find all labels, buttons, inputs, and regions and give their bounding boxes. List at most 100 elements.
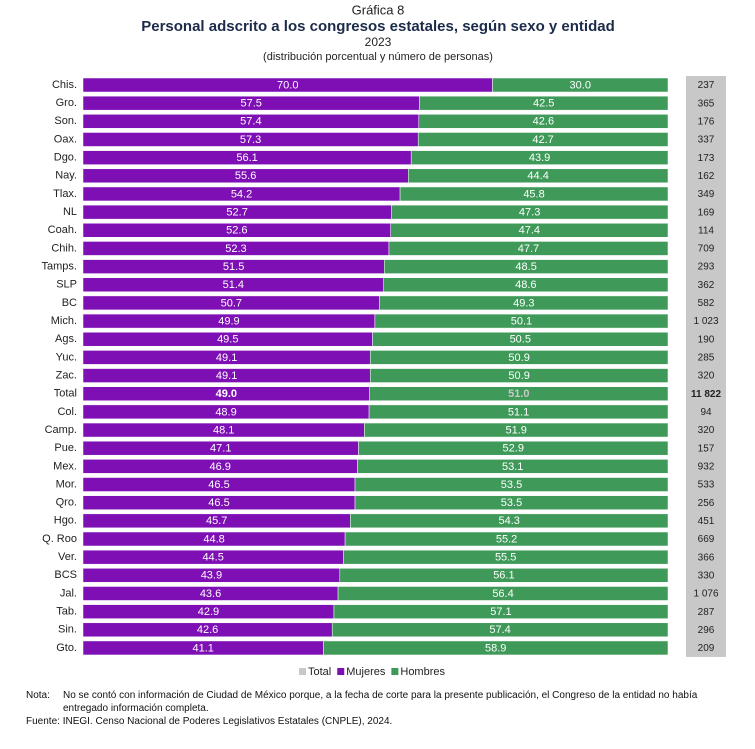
bar-segment (418, 114, 669, 129)
y-tick-label: Yuc. (56, 351, 77, 363)
total-label: 287 (698, 607, 715, 618)
total-label: 157 (698, 443, 715, 454)
total-label: 162 (698, 171, 715, 182)
chart-year: 2023 (365, 35, 392, 49)
total-label: 330 (698, 570, 715, 581)
value-label: 57.3 (240, 134, 261, 146)
value-label: 43.9 (529, 152, 550, 164)
value-label: 48.5 (515, 261, 536, 273)
value-label: 47.1 (210, 443, 231, 455)
value-label: 53.5 (501, 479, 522, 491)
value-label: 58.9 (485, 642, 506, 654)
bar-segment (372, 331, 669, 347)
total-label: 582 (698, 298, 715, 309)
y-tick-label: Ags. (55, 333, 77, 345)
y-tick-label: NL (63, 206, 77, 218)
total-label: 11 822 (691, 389, 721, 400)
bar-segment (379, 295, 669, 311)
y-tick-label: Nay. (55, 170, 77, 182)
value-label: 50.5 (510, 334, 531, 346)
value-label: 30.0 (570, 79, 591, 91)
value-label: 43.9 (201, 570, 222, 582)
total-column (686, 76, 726, 657)
y-tick-label: Gro. (56, 97, 77, 109)
bar-segment (408, 168, 669, 184)
bar-segment (344, 531, 669, 547)
value-label: 56.1 (493, 570, 514, 582)
value-label: 46.5 (208, 497, 229, 509)
y-tick-label: BC (62, 297, 77, 309)
bar-segment (339, 568, 669, 583)
y-tick-label: Q. Roo (42, 533, 77, 545)
y-tick-label: Zac. (56, 369, 77, 381)
total-label: 709 (698, 244, 715, 255)
value-label: 57.4 (240, 116, 261, 128)
value-label: 51.1 (508, 406, 529, 418)
total-label: 320 (698, 371, 715, 382)
bar-segment (410, 150, 669, 165)
value-label: 55.5 (495, 552, 516, 564)
chart: Gráfica 8 Personal adscrito a los congre… (42, 2, 726, 678)
bar-segment (354, 477, 669, 492)
value-label: 49.9 (218, 315, 239, 327)
y-tick-label: Jal. (60, 587, 77, 599)
chart-subtitle: (distribución porcentual y número de per… (263, 51, 493, 63)
value-label: 42.7 (532, 134, 553, 146)
value-label: 51.0 (508, 388, 529, 400)
value-label: 57.1 (490, 606, 511, 618)
total-label: 533 (698, 480, 715, 491)
note-label: Nota: (26, 690, 50, 701)
total-label: 349 (698, 189, 715, 200)
y-tick-label: Col. (57, 406, 77, 418)
total-label: 366 (698, 552, 715, 563)
value-label: 48.9 (215, 406, 236, 418)
value-label: 57.4 (489, 624, 510, 636)
total-label: 337 (698, 135, 715, 146)
value-label: 49.1 (216, 352, 237, 364)
value-label: 43.6 (200, 588, 221, 600)
y-tick-label: Total (54, 388, 77, 400)
value-label: 51.9 (505, 424, 526, 436)
y-tick-label: Tamps. (42, 261, 77, 273)
bar-segment (364, 422, 669, 438)
legend-swatch (391, 668, 399, 675)
value-label: 54.3 (498, 515, 519, 527)
value-label: 48.1 (213, 424, 234, 436)
value-label: 42.6 (197, 624, 218, 636)
bar-segment (383, 277, 669, 293)
value-label: 70.0 (277, 79, 298, 91)
value-label: 42.5 (533, 98, 554, 110)
value-label: 49.3 (513, 297, 534, 309)
bar-segment (417, 132, 669, 147)
value-label: 50.7 (221, 297, 242, 309)
bar-segment (350, 513, 669, 529)
y-tick-label: Qro. (56, 497, 77, 509)
total-label: 1 023 (693, 316, 718, 327)
source: Fuente: INEGI. Censo Nacional de Poderes… (26, 716, 393, 727)
value-label: 46.5 (208, 479, 229, 491)
bar-segment (323, 640, 669, 656)
total-label: 256 (698, 498, 715, 509)
total-label: 114 (698, 225, 714, 236)
legend-label: Total (308, 666, 331, 678)
value-label: 44.5 (202, 552, 223, 564)
y-tick-label: Mex. (53, 460, 77, 472)
y-tick-label: Mor. (56, 478, 77, 490)
value-label: 44.4 (527, 170, 548, 182)
value-label: 51.5 (223, 261, 244, 273)
bar-segment (384, 259, 669, 274)
bar-segment (357, 459, 669, 474)
value-label: 53.5 (501, 497, 522, 509)
bar-segment (337, 586, 669, 601)
value-label: 49.0 (216, 388, 237, 400)
y-tick-label: Gto. (56, 642, 77, 654)
notes: Nota: No se contó con información de Ciud… (26, 689, 738, 728)
value-label: 54.2 (231, 188, 252, 200)
note: No se contó con información de Ciudad de… (63, 690, 698, 714)
value-label: 47.7 (518, 243, 539, 255)
bar-segment (369, 386, 669, 401)
total-label: 285 (698, 353, 715, 364)
value-label: 50.9 (508, 352, 529, 364)
value-label: 46.9 (209, 461, 230, 473)
legend-swatch (299, 668, 306, 675)
